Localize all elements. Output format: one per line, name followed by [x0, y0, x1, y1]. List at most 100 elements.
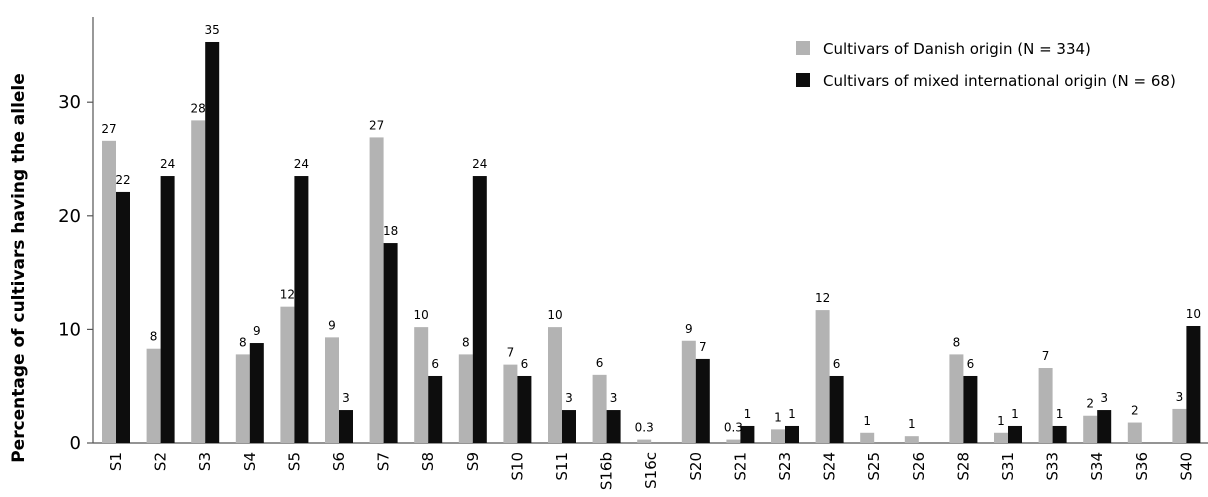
data-label-danish-S7: 27: [369, 118, 384, 132]
x-tick-label-S7: S7: [375, 452, 393, 471]
y-tick-label: 30: [58, 92, 81, 113]
bar-danish-S26: [904, 436, 919, 443]
y-ticks: 0 10 20 30: [58, 92, 93, 454]
bar-danish-S16c: [637, 439, 652, 443]
bar-international-S28: [963, 375, 978, 443]
x-tick-label-S24: S24: [821, 452, 839, 481]
data-label-international-S6: 3: [342, 391, 350, 405]
bar-danish-S36: [1127, 422, 1142, 443]
x-tick-label-S25: S25: [865, 452, 883, 481]
data-label-international-S1: 22: [115, 173, 130, 187]
bar-international-S8: [428, 375, 443, 443]
x-tick-label-S34: S34: [1088, 452, 1106, 481]
data-label-international-S40: 10: [1186, 307, 1201, 321]
bar-danish-S8: [414, 327, 429, 443]
bar-international-S33: [1052, 425, 1067, 443]
y-tick-label: 0: [70, 433, 81, 454]
x-tick-label-S23: S23: [776, 452, 794, 481]
bar-danish-S3: [191, 120, 206, 443]
data-label-danish-S24: 12: [815, 291, 830, 305]
data-label-international-S24: 6: [833, 357, 841, 371]
data-label-international-S21: 1: [744, 407, 752, 421]
bar-danish-S20: [681, 340, 696, 443]
data-label-danish-S25: 1: [863, 414, 871, 428]
data-label-danish-S20: 9: [685, 322, 693, 336]
data-label-danish-S3: 28: [191, 101, 206, 115]
data-label-danish-S28: 8: [953, 335, 961, 349]
bar-international-S2: [160, 176, 175, 444]
bar-international-S20: [695, 358, 710, 443]
bar-international-S31: [1008, 425, 1022, 443]
bar-international-S7: [383, 243, 398, 443]
x-tick-label-S8: S8: [419, 452, 437, 471]
data-label-international-S33: 1: [1056, 407, 1064, 421]
data-label-international-S9: 24: [472, 157, 487, 171]
data-label-international-S4: 9: [253, 324, 261, 338]
data-label-danish-S9: 8: [462, 335, 470, 349]
data-label-danish-S10: 7: [507, 346, 515, 360]
data-label-danish-S26: 1: [908, 417, 916, 431]
bar-international-S3: [205, 41, 220, 443]
bar-danish-S11: [548, 327, 562, 443]
data-label-international-S5: 24: [294, 157, 309, 171]
bar-danish-S28: [949, 354, 964, 443]
x-tick-label-S33: S33: [1044, 452, 1062, 481]
data-label-danish-S33: 7: [1042, 349, 1050, 363]
x-tick-label-S4: S4: [241, 452, 259, 471]
data-label-international-S20: 7: [699, 340, 707, 354]
x-tick-label-S28: S28: [954, 452, 972, 481]
data-label-danish-S16c: 0.3: [635, 421, 654, 435]
data-label-danish-S16b: 6: [596, 356, 604, 370]
x-tick-label-S5: S5: [285, 452, 303, 471]
bar-international-S24: [829, 375, 844, 443]
x-tick-label-S3: S3: [196, 452, 214, 471]
bar-danish-S9: [458, 354, 473, 443]
bars-group: [102, 41, 1201, 444]
bar-international-S34: [1097, 410, 1112, 443]
x-tick-labels: S1 S2 S3 S4 S5 S6 S7 S8 S9 S10 S11 S16b S16c S20 S21 S2…: [107, 452, 1195, 490]
bar-international-S16b: [606, 410, 621, 443]
data-label-international-S3: 35: [205, 23, 220, 37]
bar-international-S9: [472, 176, 487, 444]
y-tick-label: 10: [58, 319, 81, 340]
bar-international-S11: [562, 410, 576, 443]
data-label-danish-S40: 3: [1176, 390, 1184, 404]
data-label-international-S8: 6: [431, 357, 439, 371]
bar-danish-S10: [503, 364, 518, 443]
legend: Cultivars of Danish origin (N = 334) Cul…: [796, 40, 1176, 90]
data-label-danish-S36: 2: [1131, 404, 1139, 418]
x-tick-label-S16b: S16b: [598, 452, 616, 490]
bar-danish-S31: [994, 432, 1008, 443]
legend-label-international: Cultivars of mixed international origin …: [823, 72, 1176, 90]
bar-danish-S4: [235, 354, 250, 443]
x-tick-label-S10: S10: [508, 452, 526, 481]
data-label-international-S11: 3: [565, 391, 573, 405]
data-label-danish-S34: 2: [1086, 397, 1094, 411]
bar-danish-S2: [146, 348, 161, 443]
data-label-international-S23: 1: [788, 407, 796, 421]
data-label-international-S16b: 3: [610, 391, 618, 405]
data-label-danish-S4: 8: [239, 335, 247, 349]
data-label-international-S34: 3: [1100, 391, 1108, 405]
bar-danish-S5: [280, 306, 295, 443]
x-tick-label-S9: S9: [464, 452, 482, 471]
data-label-international-S10: 6: [521, 357, 529, 371]
bar-danish-S25: [860, 432, 875, 443]
bar-danish-S23: [771, 429, 785, 443]
data-label-international-S31: 1: [1011, 407, 1019, 421]
y-axis-title: Percentage of cultivars having the allel…: [9, 73, 29, 463]
bar-international-S4: [249, 343, 264, 443]
bar-international-S40: [1186, 325, 1201, 443]
bar-international-S10: [517, 375, 532, 443]
legend-label-danish: Cultivars of Danish origin (N = 334): [823, 40, 1091, 58]
bar-danish-S16b: [592, 374, 607, 443]
bar-danish-S21: [726, 439, 741, 443]
data-label-danish-S31: 1: [997, 414, 1005, 428]
legend-swatch-international: [796, 73, 810, 87]
x-tick-label-S2: S2: [152, 452, 170, 471]
bar-danish-S1: [102, 140, 116, 443]
bar-international-S21: [740, 425, 755, 443]
x-tick-label-S26: S26: [910, 452, 928, 481]
